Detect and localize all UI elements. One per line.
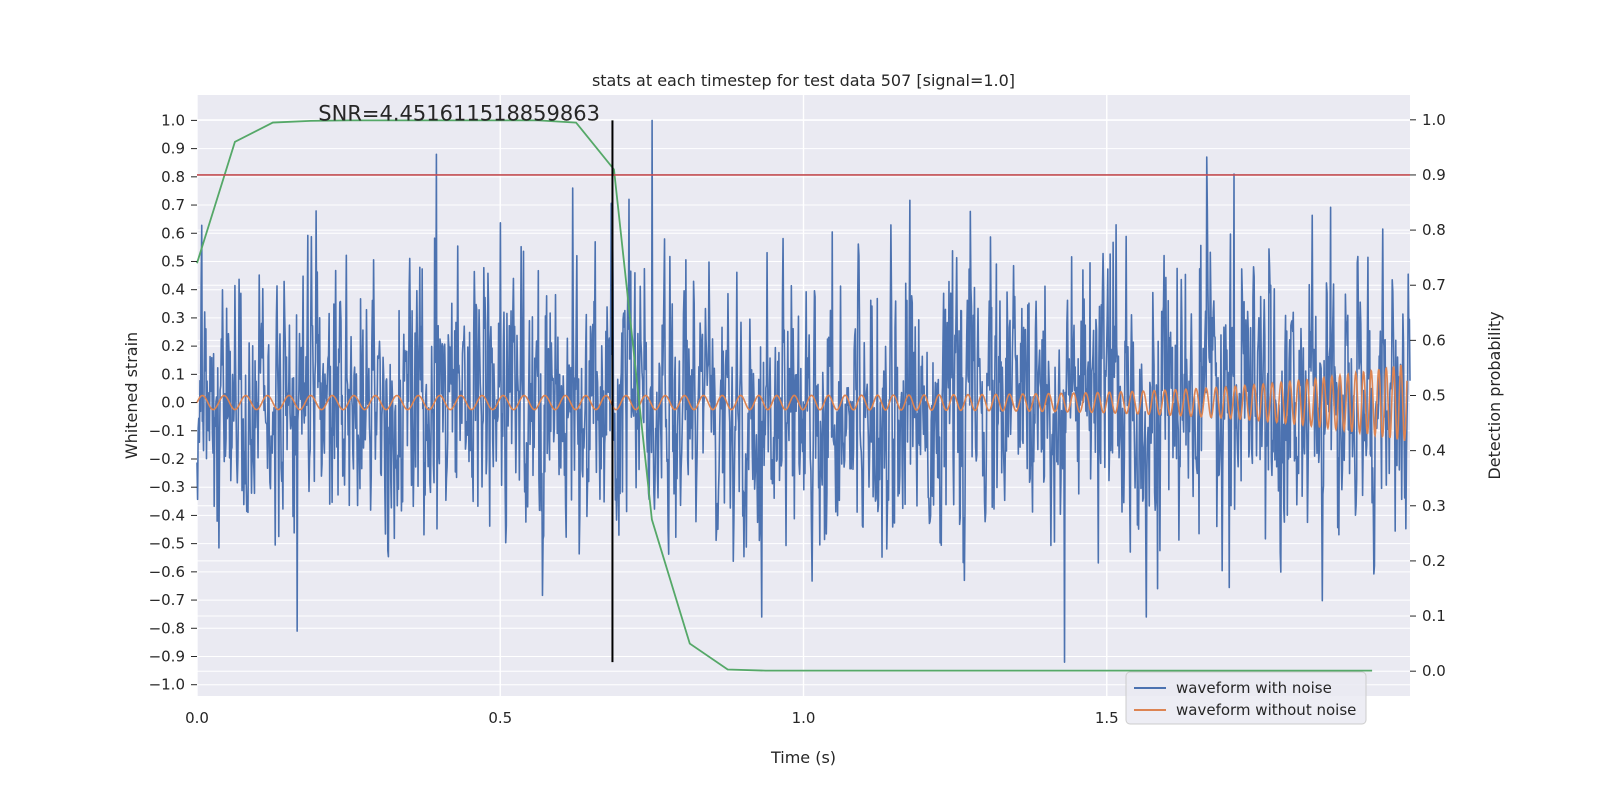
x-axis-ticks: 0.0 0.5 1.0 1.5 [185,709,1119,727]
y-tick-label-left-13: −0.3 [149,478,185,496]
y-tick-label-left-3: 0.7 [161,196,185,214]
chart-title: stats at each timestep for test data 507… [592,71,1015,90]
y-tick-label-right-3: 0.7 [1422,276,1446,294]
y-tick-label-left-20: −1.0 [149,676,185,694]
y-tick-label-right-4: 0.6 [1422,331,1446,349]
y-tick-label-left-11: −0.1 [149,422,185,440]
y-tick-label-left-1: 0.9 [161,140,185,158]
y-tick-label-left-5: 0.5 [161,252,185,270]
y-tick-label-left-19: −0.9 [149,647,185,665]
y-axis-right-ticks: 1.0 0.9 0.8 0.7 0.6 0.5 0.4 0.3 0.2 0.1 0.0 [1410,111,1446,680]
series-waveform-with-noise [196,119,1411,663]
y-tick-label-left-7: 0.3 [161,309,185,327]
series-detection-probability [196,119,1373,672]
legend-box [1125,671,1367,725]
x-tick-label-2: 1.0 [792,709,816,727]
y-tick-label-left-2: 0.8 [161,168,185,186]
y-tick-label-left-10: 0.0 [161,394,185,412]
y-tick-label-left-12: −0.2 [149,450,185,468]
x-tick-label-3: 1.5 [1095,709,1119,727]
y-tick-label-right-7: 0.3 [1422,497,1446,515]
y-tick-label-right-2: 0.8 [1422,221,1446,239]
legend-label-noise: waveform with noise [1176,679,1332,697]
y-axis-right-label: Detection probability [1485,311,1504,479]
y-tick-label-left-14: −0.4 [149,506,185,524]
legend-label-clean: waveform without noise [1176,701,1356,719]
snr-annotation: SNR=4.451611518859863 [318,101,600,125]
series-waveform-without-noise [196,364,1408,442]
y-tick-label-left-16: −0.6 [149,563,185,581]
y-tick-label-left-4: 0.6 [161,224,185,242]
y-tick-label-left-15: −0.5 [149,535,185,553]
y-tick-label-left-0: 1.0 [161,111,185,129]
y-tick-label-left-6: 0.4 [161,281,185,299]
annotation-layer [197,120,1410,663]
y-tick-label-right-0: 1.0 [1422,111,1446,129]
y-axis-left-ticks: 1.0 0.9 0.8 0.7 0.6 0.5 0.4 0.3 0.2 0.1 0.0 −0.1 −0.… [149,111,197,694]
series-layer [196,119,1411,672]
y-tick-label-right-1: 0.9 [1422,166,1446,184]
y-tick-label-left-18: −0.8 [149,619,185,637]
y-axis-label: Whitened strain [122,332,141,459]
y-tick-label-right-5: 0.5 [1422,387,1446,405]
y-tick-label-left-8: 0.2 [161,337,185,355]
x-tick-label-0: 0.0 [185,709,209,727]
y-tick-label-right-8: 0.2 [1422,552,1446,570]
y-tick-label-right-10: 0.0 [1422,662,1446,680]
legend: waveform with noise waveform without noi… [1125,671,1367,725]
x-tick-label-1: 0.5 [488,709,512,727]
y-tick-label-left-9: 0.1 [161,365,185,383]
x-axis-label: Time (s) [770,748,836,767]
y-tick-label-right-6: 0.4 [1422,442,1446,460]
y-tick-label-left-17: −0.7 [149,591,185,609]
y-tick-label-right-9: 0.1 [1422,607,1446,625]
